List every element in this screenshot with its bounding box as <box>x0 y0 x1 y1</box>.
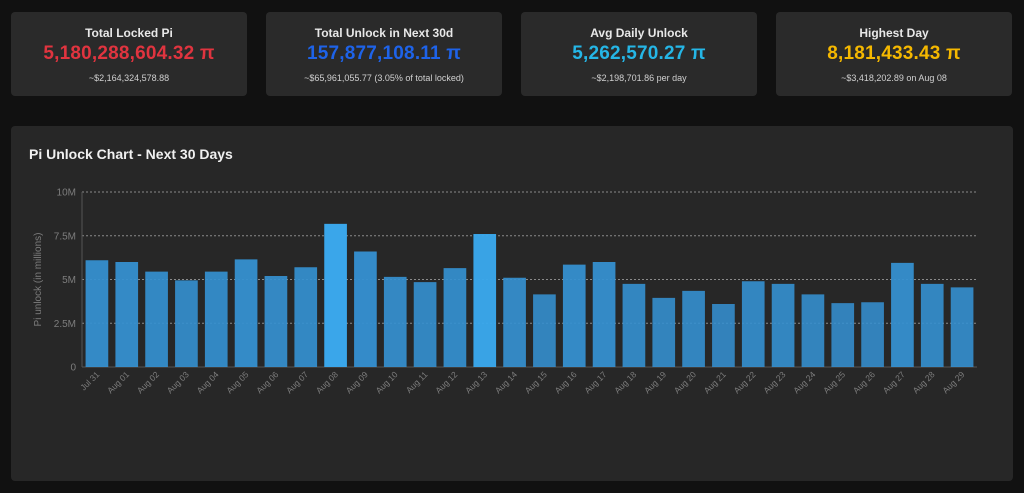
bar <box>801 294 825 367</box>
x-tick-label: Aug 15 <box>523 369 549 395</box>
card-label: Avg Daily Unlock <box>590 26 688 40</box>
y-tick-label: 5M <box>62 275 76 286</box>
bar-chart: 0 2.5M 5M 7.5M 10M Pi unlock (in millions) Jul… <box>33 188 977 395</box>
x-tick-label: Aug 08 <box>314 369 340 395</box>
bar <box>473 234 497 367</box>
card-total-locked: Total Locked Pi 5,180,288,604.32 π ~$2,1… <box>11 12 247 96</box>
card-label: Total Unlock in Next 30d <box>314 26 454 40</box>
y-tick-label: 0 <box>70 363 76 374</box>
card-subtext: ~$3,418,202.89 on Aug 08 <box>841 73 947 83</box>
bar <box>831 303 855 367</box>
x-tick-label: Aug 07 <box>284 369 310 395</box>
x-tick-label: Aug 02 <box>135 369 161 395</box>
bar <box>741 281 765 367</box>
card-subtext: ~$65,961,055.77 (3.05% of total locked) <box>304 73 464 83</box>
bar <box>85 260 109 367</box>
card-label: Highest Day <box>859 26 929 40</box>
x-tick-label: Aug 06 <box>254 369 280 395</box>
bar <box>413 282 437 367</box>
card-highest-day: Highest Day 8,181,433.43 π ~$3,418,202.8… <box>776 12 1012 96</box>
card-value: 5,180,288,604.32 π <box>43 43 215 64</box>
x-tick-label: Aug 14 <box>493 369 519 395</box>
bar <box>383 276 407 367</box>
card-value: 8,181,433.43 π <box>827 43 961 64</box>
x-tick-label: Aug 18 <box>612 369 638 395</box>
bar <box>443 268 467 367</box>
bar <box>712 304 735 367</box>
x-tick-label: Aug 29 <box>940 369 966 395</box>
bar <box>622 283 646 367</box>
bar <box>324 223 347 367</box>
bar <box>562 264 586 367</box>
x-tick-label: Aug 12 <box>433 369 459 395</box>
x-tick-label: Aug 28 <box>911 369 937 395</box>
x-tick-label: Aug 13 <box>463 369 489 395</box>
bar <box>861 302 884 367</box>
x-tick-label: Aug 25 <box>821 369 847 395</box>
bar <box>891 262 914 367</box>
bar <box>503 277 526 367</box>
x-tick-label: Jul 31 <box>78 369 101 392</box>
card-subtext: ~$2,198,701.86 per day <box>591 73 687 83</box>
card-avg-daily-unlock: Avg Daily Unlock 5,262,570.27 π ~$2,198,… <box>521 12 757 96</box>
x-tick-label: Aug 26 <box>851 369 877 395</box>
bar <box>771 283 795 367</box>
summary-cards: Total Locked Pi 5,180,288,604.32 π ~$2,1… <box>11 12 1013 96</box>
card-value: 5,262,570.27 π <box>572 43 706 64</box>
x-tick-label: Aug 24 <box>791 369 817 395</box>
bar <box>115 262 139 367</box>
bar <box>920 283 944 367</box>
bar <box>175 280 198 367</box>
bar <box>950 287 974 367</box>
x-tick-label: Aug 16 <box>553 369 579 395</box>
x-tick-label: Aug 04 <box>195 369 221 395</box>
card-label: Total Locked Pi <box>85 26 173 40</box>
y-axis-label: Pi unlock (in millions) <box>33 233 44 327</box>
bar <box>294 267 318 367</box>
bar <box>145 271 168 367</box>
x-tick-label: Aug 27 <box>881 369 907 395</box>
chart-title: Pi Unlock Chart - Next 30 Days <box>29 146 233 162</box>
y-tick-label: 10M <box>57 188 76 199</box>
chart-panel: Pi Unlock Chart - Next 30 Days 0 2.5M 5M 7.… <box>11 126 1013 481</box>
bar <box>592 262 616 367</box>
card-value: 157,877,108.11 π <box>306 43 462 64</box>
bar <box>234 259 258 367</box>
y-tick-label: 2.5M <box>54 319 76 330</box>
bar <box>533 294 556 367</box>
x-tick-label: Aug 20 <box>672 369 698 395</box>
bar <box>264 276 288 367</box>
x-tick-label: Aug 03 <box>165 369 191 395</box>
x-tick-label: Aug 22 <box>732 369 758 395</box>
x-tick-label: Aug 05 <box>224 369 250 395</box>
card-subtext: ~$2,164,324,578.88 <box>88 73 170 83</box>
y-tick-label: 7.5M <box>54 231 76 242</box>
bar <box>652 297 676 367</box>
card-total-unlock-30d: Total Unlock in Next 30d 157,877,108.11 … <box>266 12 502 96</box>
x-tick-label: Aug 19 <box>642 369 668 395</box>
x-tick-label: Aug 11 <box>404 369 430 395</box>
x-tick-label: Aug 01 <box>105 369 131 395</box>
x-tick-label: Aug 10 <box>374 369 400 395</box>
x-tick-label: Aug 17 <box>582 369 608 395</box>
bar <box>682 290 705 367</box>
x-tick-label: Aug 21 <box>702 369 728 395</box>
x-tick-label: Aug 23 <box>761 369 787 395</box>
bar <box>354 251 377 367</box>
bar <box>204 271 228 367</box>
x-tick-label: Aug 09 <box>344 369 370 395</box>
